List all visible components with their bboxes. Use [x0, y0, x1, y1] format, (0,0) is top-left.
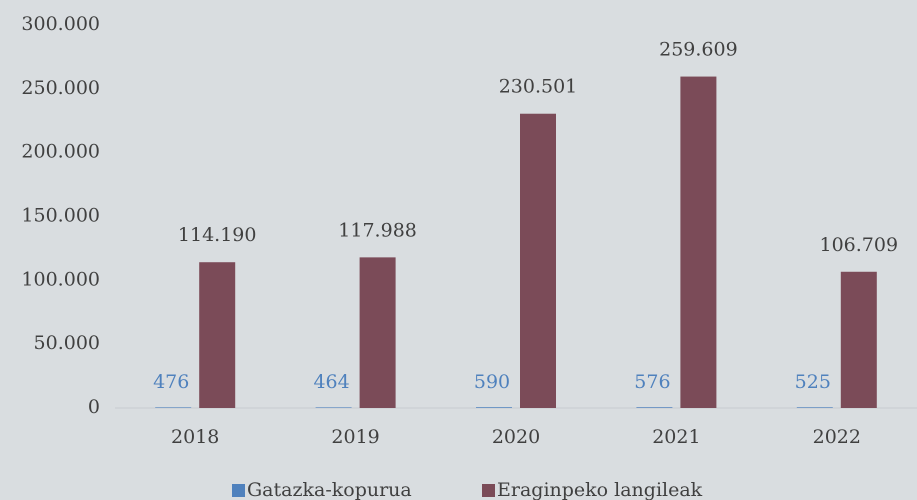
value-label: 525 — [795, 371, 831, 393]
value-label: 117.988 — [338, 219, 417, 241]
value-label: 576 — [634, 371, 670, 393]
x-tick-label: 2020 — [492, 426, 540, 448]
legend-label: Gatazka-kopurua — [247, 479, 412, 500]
y-tick-label: 150.000 — [21, 205, 100, 227]
y-tick-label: 0 — [88, 396, 100, 418]
value-label: 464 — [313, 371, 349, 393]
bar — [636, 407, 673, 408]
value-label: 476 — [153, 371, 189, 393]
value-label: 259.609 — [659, 39, 738, 61]
bar — [840, 271, 877, 408]
legend-swatch — [232, 484, 245, 497]
bar — [796, 407, 833, 408]
y-tick-label: 200.000 — [21, 141, 100, 163]
y-tick-label: 300.000 — [21, 13, 100, 35]
bar — [199, 262, 236, 408]
legend-swatch — [482, 484, 495, 497]
y-tick-label: 100.000 — [21, 268, 100, 290]
legend-label: Eraginpeko langileak — [497, 479, 703, 500]
value-label: 590 — [474, 371, 510, 393]
bar — [476, 407, 512, 408]
x-tick-label: 2022 — [813, 426, 861, 448]
x-tick-label: 2021 — [652, 426, 700, 448]
bar — [680, 76, 717, 408]
bar — [315, 407, 352, 408]
bar — [155, 407, 192, 408]
y-tick-label: 50.000 — [34, 332, 100, 354]
bar — [520, 113, 556, 409]
y-tick-label: 250.000 — [21, 77, 100, 99]
bar — [359, 257, 396, 408]
value-label: 106.709 — [820, 234, 899, 256]
x-tick-label: 2018 — [171, 426, 219, 448]
x-tick-label: 2019 — [331, 426, 379, 448]
value-label: 114.190 — [178, 224, 257, 246]
value-label: 230.501 — [499, 76, 578, 98]
